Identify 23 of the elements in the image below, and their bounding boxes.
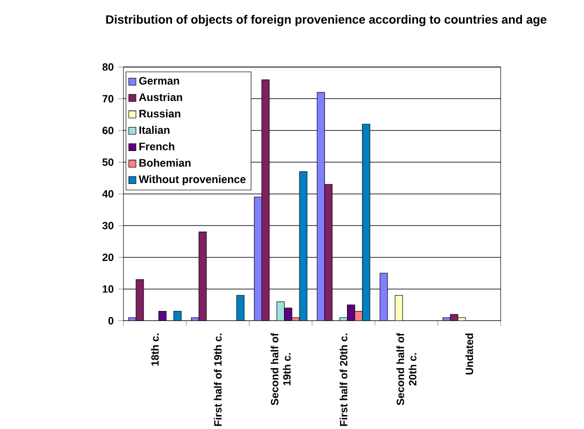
y-tick-label: 10 [102, 285, 114, 293]
chart-title: Distribution of objects of foreign provenience according to countries and age [106, 14, 546, 26]
legend-label: Without provenience [138, 175, 246, 186]
legend-label: German [139, 76, 180, 85]
y-tick-label: 20 [102, 254, 114, 262]
y-tick-label: 0 [108, 317, 114, 324]
legend-label: Russian [139, 110, 180, 118]
x-tick-label: Second half of 20th c. [396, 332, 416, 406]
y-tick-label: 80 [102, 63, 114, 71]
y-tick-label: 50 [102, 158, 114, 166]
legend-label: French [139, 142, 174, 150]
y-tick-label: 60 [102, 126, 114, 134]
x-tick-label: First half of 20th c. [340, 334, 348, 426]
y-tick-label: 70 [102, 95, 114, 102]
x-tick-label: 18th c. [151, 334, 159, 366]
x-tick-label: Undated [465, 334, 474, 374]
legend-label: Italian [139, 126, 170, 134]
y-tick-label: 30 [102, 222, 114, 230]
legend-label: Bohemian [139, 158, 191, 167]
x-tick-label: First half of 19th c. [214, 334, 222, 426]
legend-label: Austrian [139, 93, 182, 102]
x-tick-label: Second half of 19th c. [270, 332, 291, 406]
y-tick-label: 40 [102, 190, 114, 198]
